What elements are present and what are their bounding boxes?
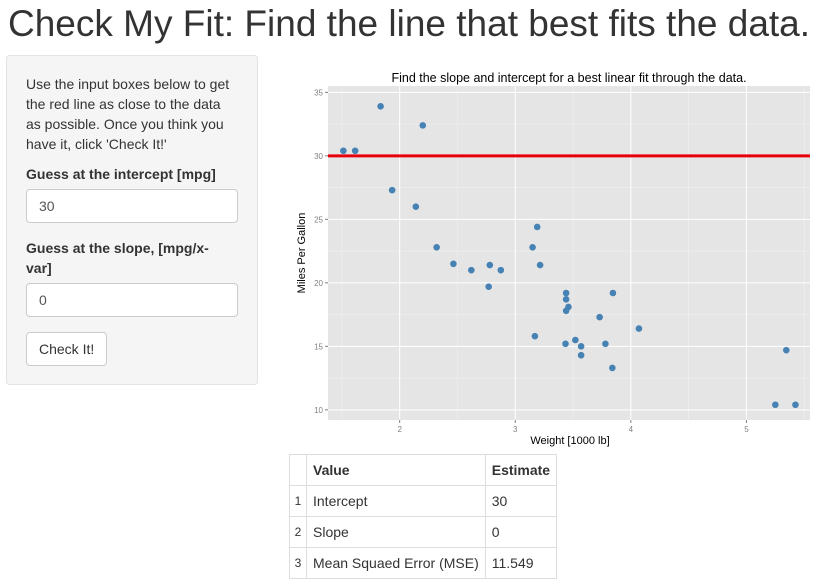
data-point (596, 313, 603, 321)
scatter-plot: 2 3 4 5 10 15 20 25 30 35 Find the slope and inter… (296, 71, 810, 447)
data-point (609, 364, 616, 372)
plot-panel (328, 86, 810, 420)
table-header-row: Value Estimate (289, 454, 558, 486)
data-point (577, 343, 585, 350)
data-point (602, 340, 609, 348)
data-point (377, 103, 384, 110)
data-point (609, 289, 617, 297)
row-value-name: Intercept (306, 485, 486, 517)
row-number: 2 (289, 516, 307, 548)
y-tick-label: 30 (314, 152, 323, 161)
x-axis-label: Weight [1000 lb] (530, 435, 609, 447)
data-point (485, 283, 492, 290)
data-point (351, 147, 359, 155)
intercept-label: Guess at the intercept [mpg] (26, 166, 216, 182)
instructions-text: Use the input boxes below to get the red… (26, 76, 230, 152)
slope-label: Guess at the slope, [mpg/x-var] (26, 240, 209, 276)
data-point (562, 289, 570, 297)
data-point (562, 340, 569, 348)
data-point (468, 266, 475, 274)
data-point (412, 203, 420, 210)
y-tick-label: 35 (314, 88, 323, 97)
slope-input[interactable] (26, 283, 238, 317)
data-point (419, 122, 427, 129)
check-it-button[interactable]: Check It! (26, 332, 108, 366)
y-tick-label: 10 (314, 406, 323, 415)
row-number: 3 (289, 547, 307, 579)
intercept-input[interactable] (26, 189, 238, 223)
x-tick-label: 4 (629, 425, 634, 434)
table-header-index (289, 454, 307, 486)
data-point (772, 401, 779, 409)
data-point (783, 346, 790, 354)
input-panel: Use the input boxes below to get the red… (6, 55, 258, 385)
row-value-name: Slope (306, 516, 486, 548)
y-tick-label: 15 (314, 342, 323, 351)
data-point (533, 223, 541, 231)
page-title: Check My Fit: Find the line that best fi… (8, 3, 811, 44)
y-axis-label: Miles Per Gallon (296, 213, 308, 294)
results-table: Value Estimate 1 Intercept 30 2 Slope 0 … (289, 454, 558, 579)
data-point (497, 266, 505, 274)
data-point (531, 332, 539, 340)
data-point (450, 260, 457, 268)
x-tick-label: 3 (513, 425, 518, 434)
row-number: 1 (289, 485, 307, 517)
data-point (388, 186, 396, 194)
row-value-name: Mean Squaed Error (MSE) (306, 547, 486, 579)
chart-title: Find the slope and intercept for a best … (391, 71, 746, 85)
row-estimate: 0 (484, 516, 558, 548)
table-header-value: Value (306, 454, 486, 486)
data-point (635, 325, 643, 332)
data-point (562, 307, 570, 315)
y-tick-label: 25 (314, 215, 323, 224)
x-tick-label: 5 (744, 425, 749, 434)
data-point (536, 261, 544, 269)
data-point (792, 401, 799, 409)
y-tick-label: 20 (314, 279, 323, 288)
row-estimate: 30 (484, 485, 558, 517)
data-point (572, 336, 579, 344)
table-row: 2 Slope 0 (289, 516, 558, 548)
data-point (529, 243, 536, 251)
data-point (486, 261, 494, 269)
table-row: 3 Mean Squaed Error (MSE) 11.549 (289, 547, 558, 579)
table-header-estimate: Estimate (484, 454, 558, 486)
table-row: 1 Intercept 30 (289, 485, 558, 517)
row-estimate: 11.549 (484, 547, 558, 579)
x-tick-label: 2 (397, 425, 402, 434)
data-point (433, 243, 440, 251)
data-point (577, 351, 585, 359)
data-point (340, 147, 347, 155)
data-point (562, 296, 570, 303)
